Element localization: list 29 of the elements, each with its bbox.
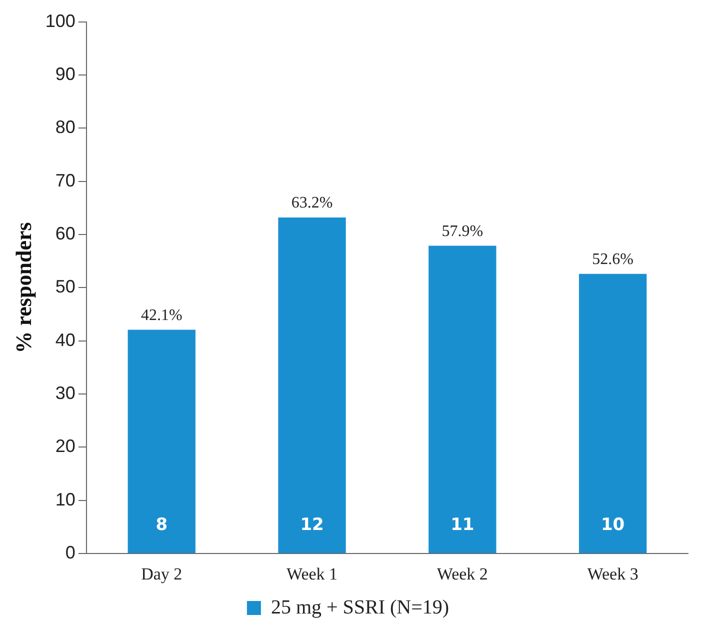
x-tick-label: Week 3 [587,564,638,584]
y-tick-label: 40 [55,330,76,350]
y-tick-label: 50 [55,276,76,297]
data-label: 52.6% [592,251,634,268]
y-axis-title: % responders [10,222,36,354]
y-tick-label: 70 [55,170,76,190]
annotation: 10 [600,515,625,536]
data-label: 63.2% [291,194,333,212]
y-tick-label: 10 [55,489,76,510]
y-tick-label: 20 [55,436,76,456]
annotation: 12 [300,515,324,536]
legend-label: 25 mg + SSRI (N=19) [270,596,450,618]
y-tick-label: 80 [55,117,76,138]
x-tick-label: Week 1 [286,564,338,584]
bar [278,218,346,554]
y-tick-label: 0 [65,542,76,563]
data-label: 42.1% [140,306,182,324]
bar [578,274,647,554]
y-tick-label: 90 [55,64,76,84]
data-label: 57.9% [442,222,484,240]
bar [128,330,196,554]
y-tick-label: 30 [55,383,76,404]
annotation: 11 [450,515,474,536]
y-tick-label: 60 [55,223,76,244]
y-tick-label: 100 [45,10,76,31]
annotation: 8 [156,515,168,536]
x-tick-label: Week 2 [436,564,488,584]
bar [428,246,496,554]
x-tick-label: Day 2 [141,564,182,584]
